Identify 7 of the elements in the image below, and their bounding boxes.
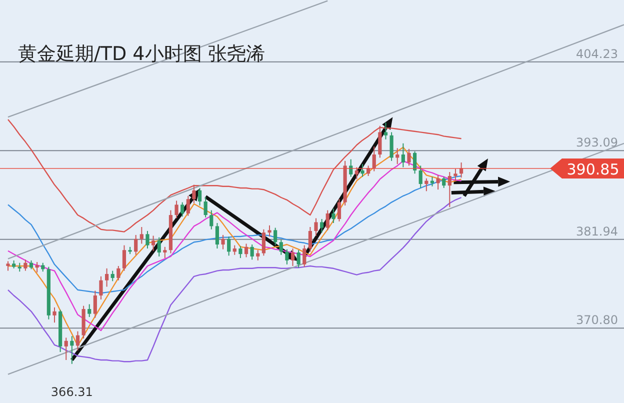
y-tick-label: 404.23 (576, 46, 618, 61)
y-tick-label: 370.80 (576, 313, 618, 328)
y-tick-label: 381.94 (576, 224, 618, 238)
text: 黄金延期/TD 4小时图 张尧浠 (18, 43, 265, 65)
ref-line-label: 390.85 (566, 160, 620, 178)
y-tick-label: 393.09 (576, 136, 618, 150)
annotation: 366.31 (50, 384, 93, 399)
